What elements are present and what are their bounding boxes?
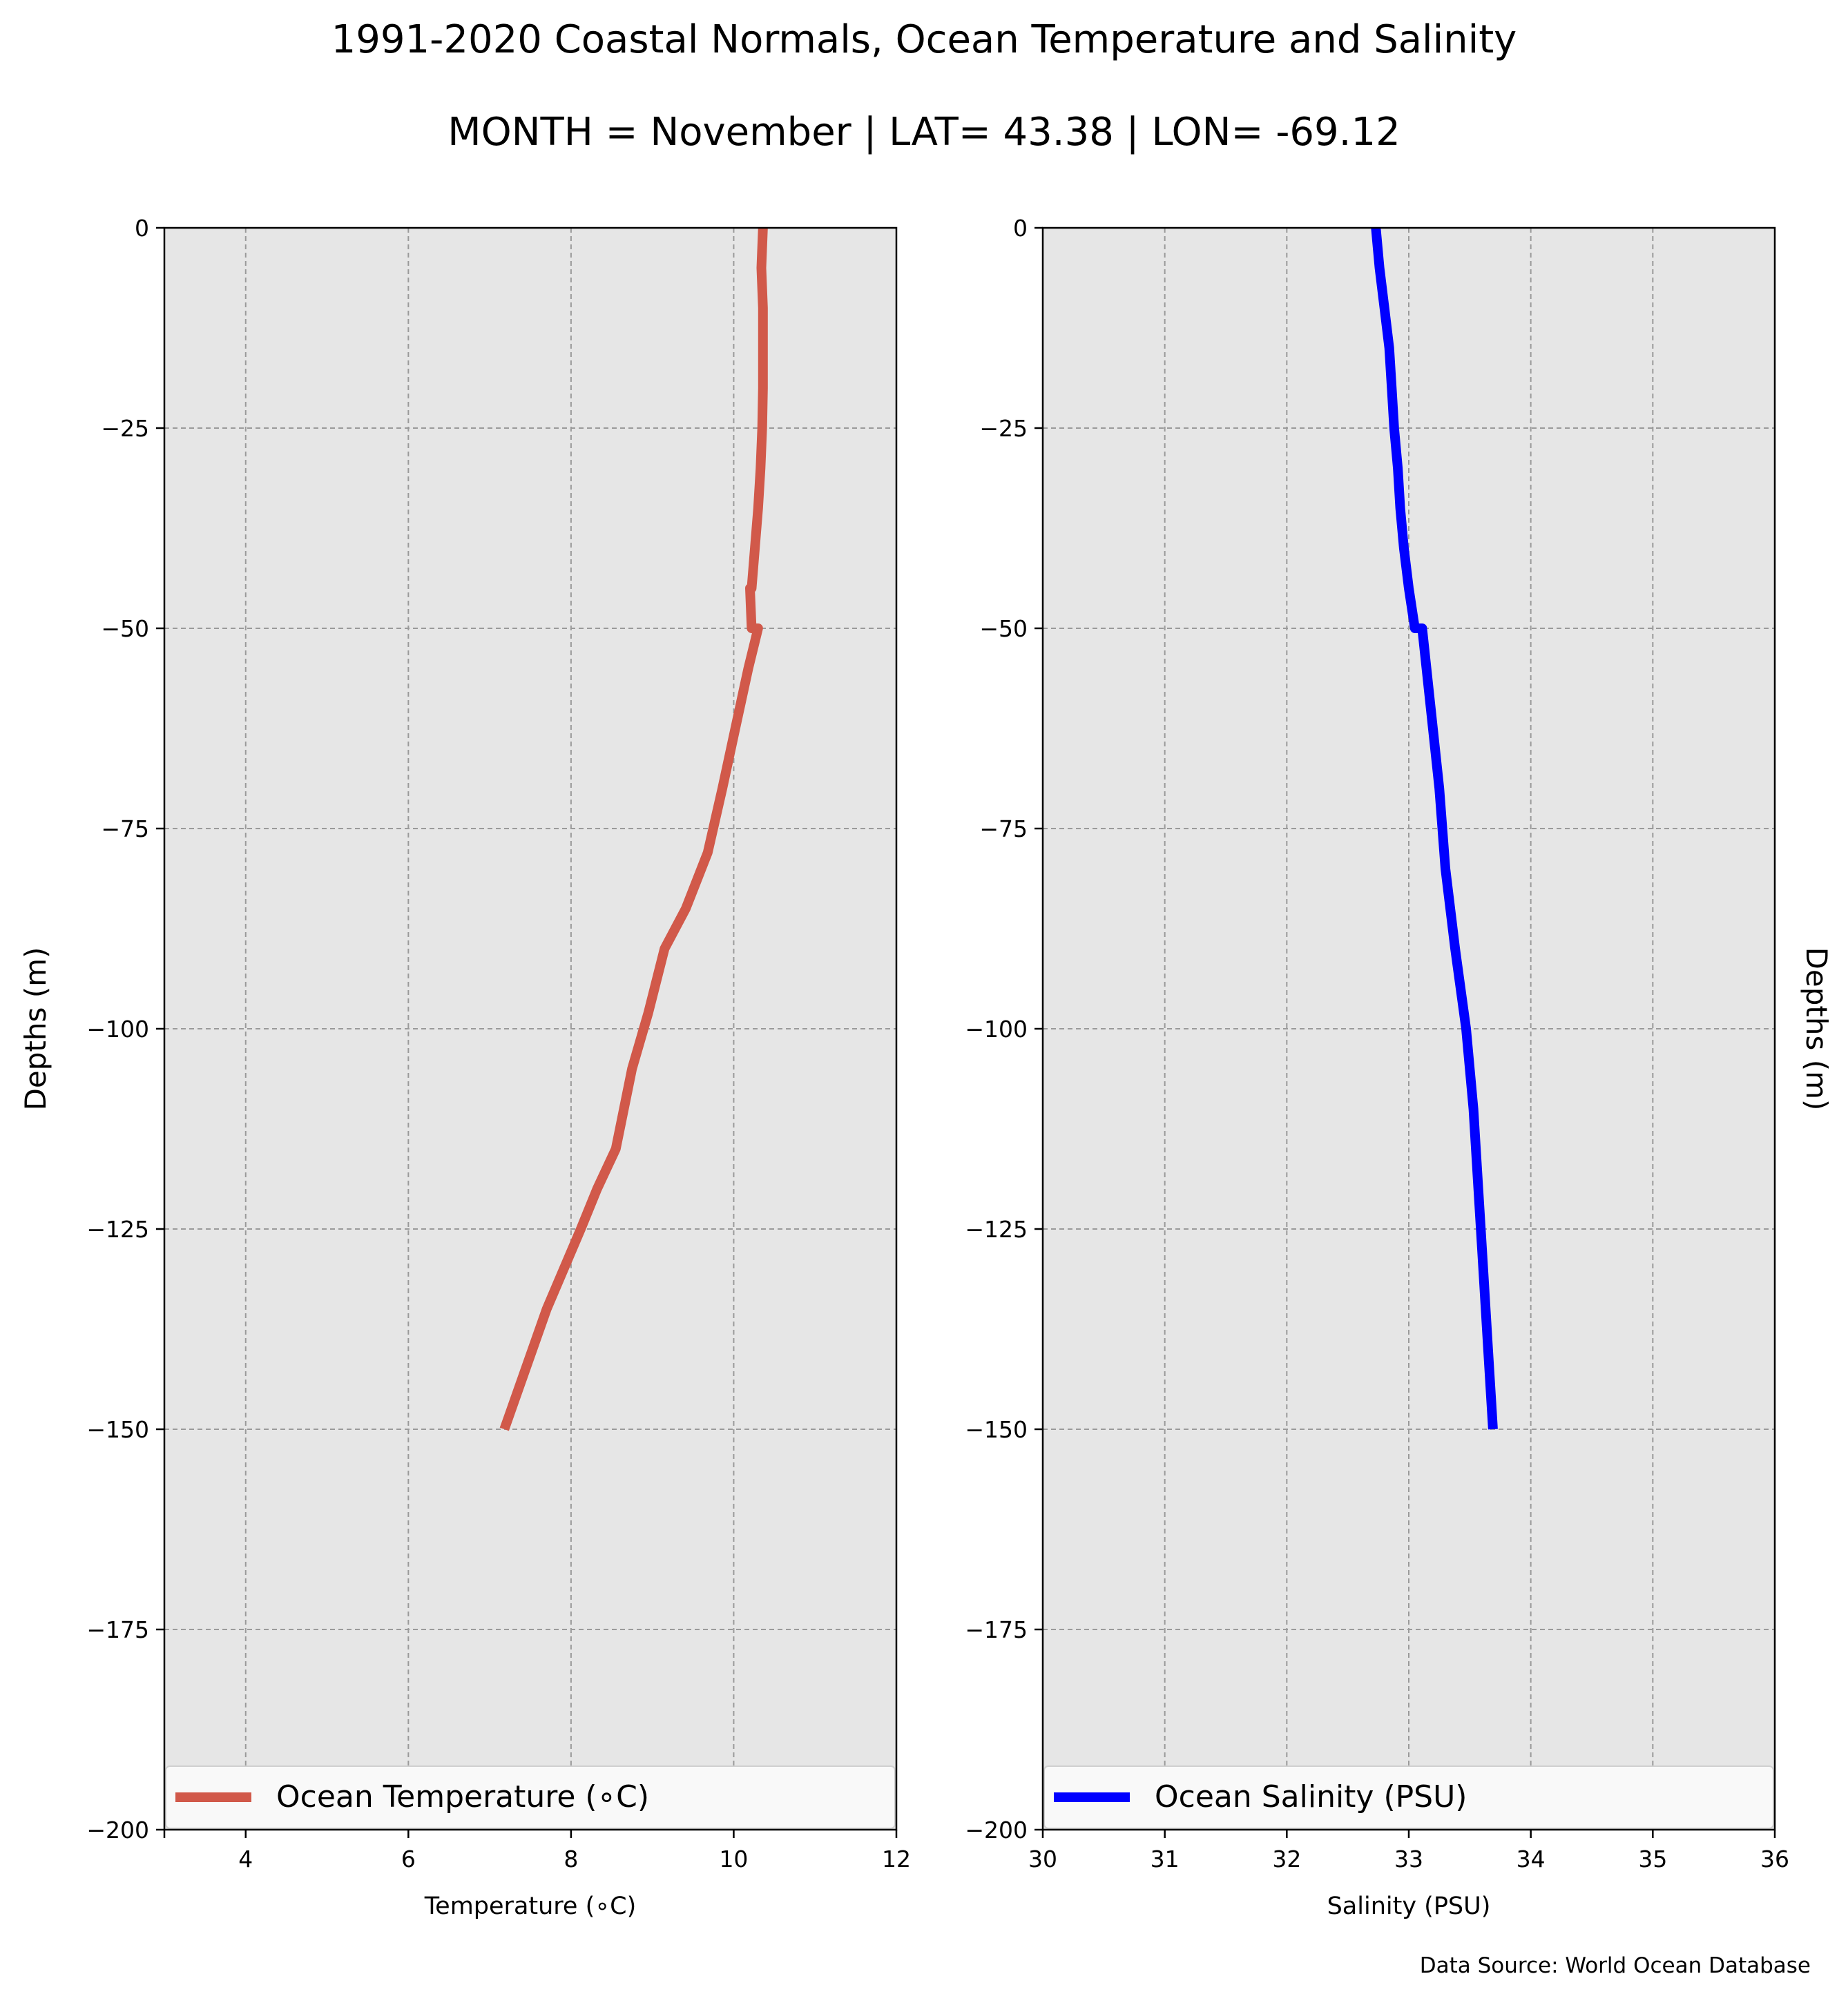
temperature-legend: Ocean Temperature (∘C) [165,1765,896,1829]
figure-subtitle: MONTH = November | LAT= 43.38 | LON= -69… [447,110,1401,155]
salinity-x-tick-label: 31 [1151,1846,1180,1873]
temperature-y-tick-label: −25 [101,415,149,442]
data-source-note: Data Source: World Ocean Database [1419,1953,1811,1978]
salinity-x-tick-label: 36 [1760,1846,1789,1873]
salinity-series-line [1371,227,1498,1430]
temperature-series-line [499,227,768,1431]
temperature-y-tick-label: −100 [86,1016,149,1043]
figure-title: 1991-2020 Coastal Normals, Ocean Tempera… [331,17,1517,62]
salinity-y-tick-label: 0 [1013,215,1028,242]
temperature-y-tick-label: −125 [86,1216,149,1243]
temperature-y-tick-label: −75 [101,815,149,842]
temperature-x-tick-label: 12 [882,1846,911,1873]
salinity-y-axis-label: Depths (m) [1800,947,1833,1111]
salinity-y-tick-label: −75 [979,815,1028,842]
salinity-y-tick-label: −200 [965,1817,1028,1844]
salinity-x-axis-label: Salinity (PSU) [1327,1893,1491,1920]
salinity-y-tick-label: −25 [979,415,1028,442]
temperature-x-tick-label: 10 [719,1846,748,1873]
salinity-y-tick-label: −125 [965,1216,1028,1243]
temperature-y-axis-label: Depths (m) [19,947,52,1111]
temperature-y-tick-label: −50 [101,615,149,642]
salinity-x-tick-label: 32 [1272,1846,1301,1873]
temperature-legend-box [165,1765,896,1829]
salinity-legend-box [1043,1765,1774,1829]
temperature-x-tick-label: 8 [564,1846,578,1873]
temperature-x-tick-label: 4 [238,1846,253,1873]
salinity-x-tick-label: 34 [1517,1846,1546,1873]
temperature-legend-label: Ocean Temperature (∘C) [276,1779,649,1815]
temperature-y-tick-label: −175 [86,1616,149,1643]
salinity-y-tick-label: −100 [965,1016,1028,1043]
temperature-y-tick-label: −200 [86,1817,149,1844]
temperature-y-tick-label: −150 [86,1416,149,1443]
salinity-x-tick-label: 35 [1638,1846,1667,1873]
temperature-y-tick-label: 0 [135,215,149,242]
salinity-y-tick-label: −50 [979,615,1028,642]
temperature-x-axis-label: Temperature (∘C) [424,1893,637,1920]
salinity-legend-label: Ocean Salinity (PSU) [1155,1779,1467,1815]
salinity-x-tick-label: 33 [1394,1846,1423,1873]
temperature-x-tick-label: 6 [401,1846,416,1873]
salinity-panel: Ocean Salinity (PSU) 30 31 32 33 34 35 36 0 −25 −5… [965,215,1833,1920]
salinity-legend: Ocean Salinity (PSU) [1043,1765,1774,1829]
salinity-y-tick-label: −150 [965,1416,1028,1443]
salinity-x-tick-label: 30 [1028,1846,1057,1873]
salinity-y-tick-label: −175 [965,1616,1028,1643]
temperature-panel: Ocean Temperature (∘C) 4 6 8 10 12 0 −25 −50 −75 −… [19,215,911,1920]
